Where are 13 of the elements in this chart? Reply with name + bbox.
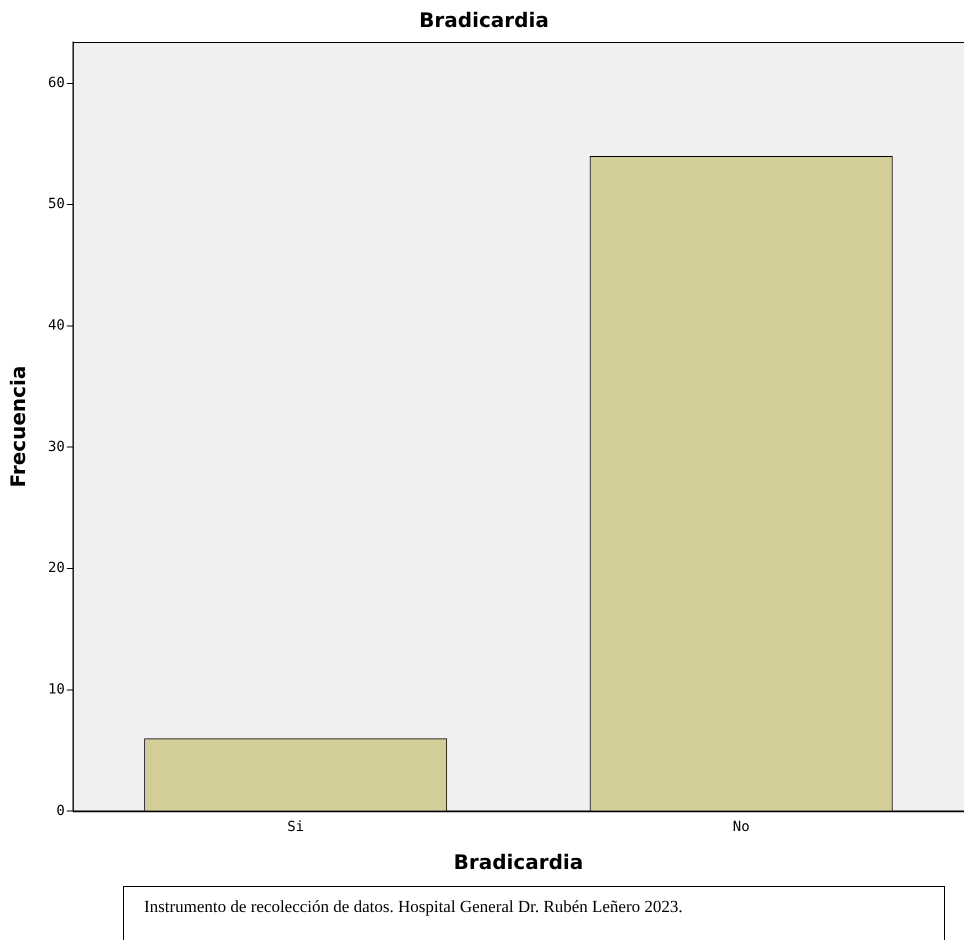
y-tick-label: 20	[48, 560, 65, 576]
y-axis-title: Frecuencia	[6, 366, 30, 488]
x-tick-label: Si	[287, 819, 304, 836]
x-tick-label: No	[732, 819, 750, 836]
chart-title: Bradicardia	[419, 8, 549, 32]
y-tick-label: 10	[48, 682, 65, 698]
y-tick-label: 60	[48, 74, 65, 91]
y-tick-label: 50	[48, 196, 65, 212]
y-tick-label: 0	[56, 802, 65, 819]
x-axis-title: Bradicardia	[454, 850, 584, 874]
y-tick-label: 30	[48, 438, 65, 455]
y-tick-label: 40	[48, 318, 65, 334]
text: Instrumento de recolección de datos. Hospital General Dr. Rubén Leñero 2023.	[123, 886, 945, 940]
